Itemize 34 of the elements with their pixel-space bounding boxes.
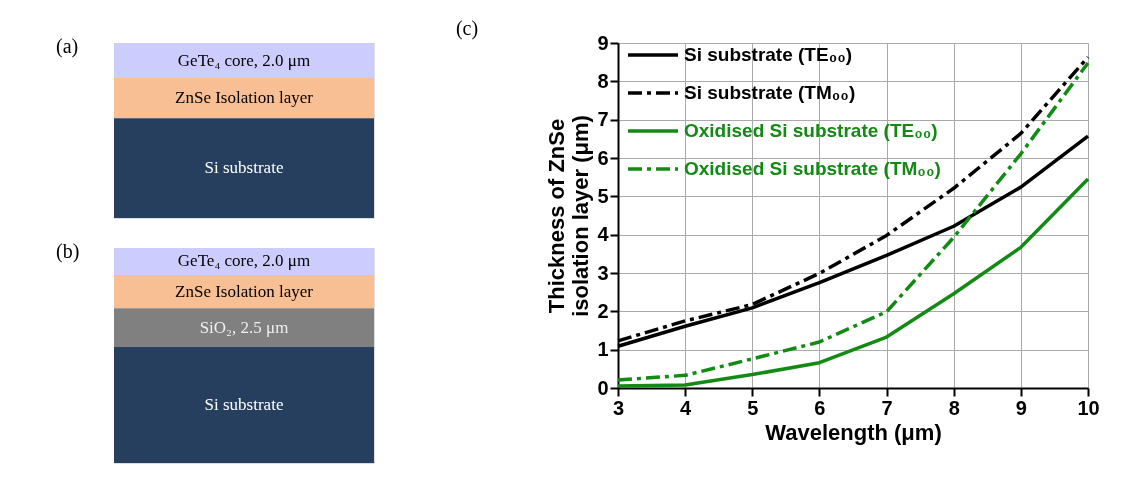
x-tick-label: 6 bbox=[814, 396, 826, 419]
x-tick-label: 5 bbox=[747, 396, 759, 419]
text: ZnSe Isolation layer bbox=[175, 88, 314, 108]
x-tick-label: 7 bbox=[881, 396, 893, 419]
text: Si substrate bbox=[204, 158, 284, 178]
y-tick-label: 4 bbox=[597, 223, 610, 246]
text: GeTe₄ core, 2.0 μm bbox=[177, 251, 311, 271]
y-tick-label: 2 bbox=[597, 299, 609, 322]
x-tick-label: 8 bbox=[948, 396, 960, 419]
y-tick-label: 1 bbox=[597, 338, 609, 361]
legend-label: Si substrate (TM₀₀) bbox=[684, 82, 856, 103]
legend-label: Oxidised Si substrate (TE₀₀) bbox=[684, 120, 938, 141]
y-tick-label: 6 bbox=[597, 146, 609, 169]
x-tick-label: 4 bbox=[680, 396, 693, 419]
chart-title: (c) bbox=[455, 17, 479, 40]
y-tick-label: 7 bbox=[597, 108, 609, 131]
text: (a) bbox=[56, 35, 79, 58]
y-tick-label: 0 bbox=[597, 376, 609, 399]
text: ZnSe Isolation layer bbox=[175, 281, 314, 301]
text: GeTe₄ core, 2.0 μm bbox=[177, 50, 311, 70]
y-tick-label: 3 bbox=[597, 261, 609, 284]
x-tick-label: 9 bbox=[1015, 396, 1027, 419]
x-axis-title: Wavelength (μm) bbox=[765, 419, 942, 445]
y-tick-label: 9 bbox=[597, 31, 609, 54]
y-tick-label: 8 bbox=[597, 69, 609, 92]
y-axis-title: Thickness of ZnSe isolation layer (μm) bbox=[544, 115, 594, 317]
x-tick-label: 10 bbox=[1077, 396, 1100, 419]
text: Si substrate bbox=[204, 394, 284, 414]
legend-label: Oxidised Si substrate (TM₀₀) bbox=[684, 158, 941, 179]
text: SiO₂, 2.5 μm bbox=[199, 317, 289, 337]
y-tick-label: 5 bbox=[597, 184, 609, 207]
text: (b) bbox=[56, 240, 80, 263]
x-tick-label: 3 bbox=[612, 396, 625, 419]
legend-label: Si substrate (TE₀₀) bbox=[684, 44, 853, 65]
